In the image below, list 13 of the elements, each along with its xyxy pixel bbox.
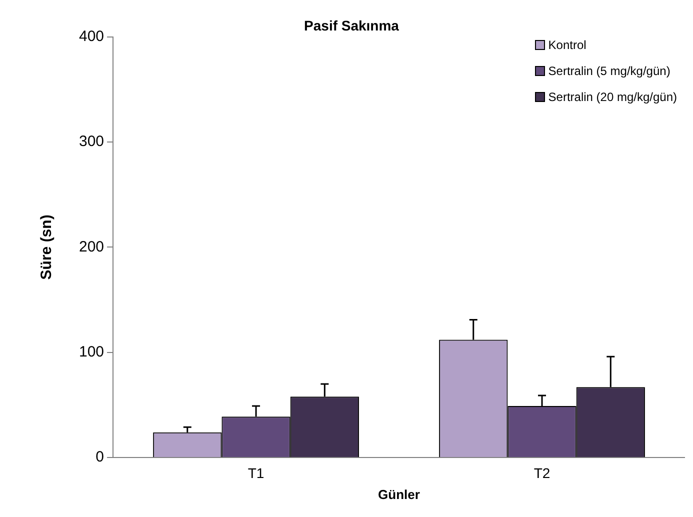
y-tick-label: 300 xyxy=(78,133,104,150)
x-tick-label: T1 xyxy=(248,464,264,481)
y-tick-label: 0 xyxy=(96,448,104,466)
y-tick-label: 400 xyxy=(78,28,104,45)
y-axis-title: Süre (sn) xyxy=(38,214,56,280)
x-axis-title: Günler xyxy=(378,486,420,502)
x-tick-label: T2 xyxy=(534,464,550,481)
y-tick-label: 100 xyxy=(78,344,104,361)
legend-label: Kontrol xyxy=(548,38,586,52)
chart-title: Pasif Sakınma xyxy=(304,17,400,34)
y-tick-label: 200 xyxy=(78,238,104,256)
legend-label: Sertralin (5 mg/kg/gün) xyxy=(548,64,670,78)
legend-label: Sertralin (20 mg/kg/gün) xyxy=(548,90,677,104)
